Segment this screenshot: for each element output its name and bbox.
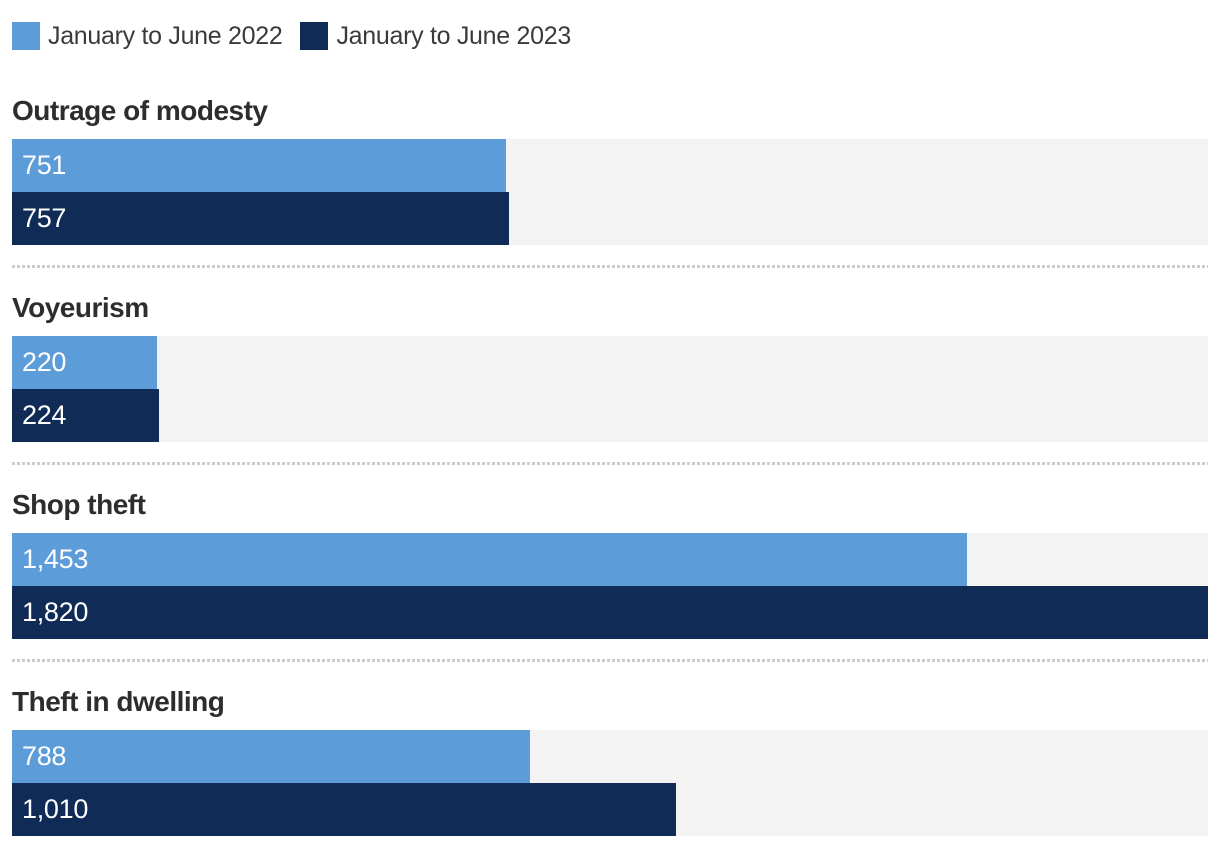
bar-value-label: 224 xyxy=(22,400,67,430)
legend: January to June 2022 January to June 202… xyxy=(12,22,1208,50)
category-title: Voyeurism xyxy=(12,292,149,323)
legend-item-2022: January to June 2022 xyxy=(12,21,283,51)
divider xyxy=(12,462,1208,465)
bar-value-label: 220 xyxy=(22,347,67,377)
legend-label-2023: January to June 2023 xyxy=(336,21,571,50)
legend-swatch-2023-icon xyxy=(300,22,329,50)
divider xyxy=(12,659,1208,662)
legend-label-2022: January to June 2022 xyxy=(48,21,283,50)
bar-track: 788 1,010 xyxy=(12,730,1208,836)
bar-2023: 757 xyxy=(12,192,510,245)
category-title: Shop theft xyxy=(12,489,146,520)
category-group-voyeurism: Voyeurism 220 224 xyxy=(12,292,1208,442)
category-group-shop-theft: Shop theft 1,453 1,820 xyxy=(12,489,1208,639)
bar-value-label: 788 xyxy=(22,741,67,771)
bar-value-label: 1,820 xyxy=(22,597,89,627)
category-title: Outrage of modesty xyxy=(12,95,268,126)
bar-value-label: 1,010 xyxy=(22,794,89,824)
bar-2022: 751 xyxy=(12,139,506,192)
bar-2022: 788 xyxy=(12,730,530,783)
bar-value-label: 1,453 xyxy=(22,544,89,574)
bar-track: 1,453 1,820 xyxy=(12,533,1208,639)
category-group-outrage-of-modesty: Outrage of modesty 751 757 xyxy=(12,95,1208,245)
bar-2022: 220 xyxy=(12,336,157,389)
bar-value-label: 757 xyxy=(22,203,67,233)
bar-2022: 1,453 xyxy=(12,533,967,586)
bar-2023: 1,010 xyxy=(12,783,676,836)
bar-track: 220 224 xyxy=(12,336,1208,442)
bar-2023: 224 xyxy=(12,389,160,442)
legend-swatch-2022-icon xyxy=(12,22,40,50)
bar-track: 751 757 xyxy=(12,139,1208,245)
category-title: Theft in dwelling xyxy=(12,686,225,717)
category-group-theft-in-dwelling: Theft in dwelling 788 1,010 xyxy=(12,686,1208,836)
legend-item-2023: January to June 2023 xyxy=(300,21,571,51)
bar-value-label: 751 xyxy=(22,150,67,180)
bar-2023: 1,820 xyxy=(12,586,1208,639)
divider xyxy=(12,265,1208,268)
